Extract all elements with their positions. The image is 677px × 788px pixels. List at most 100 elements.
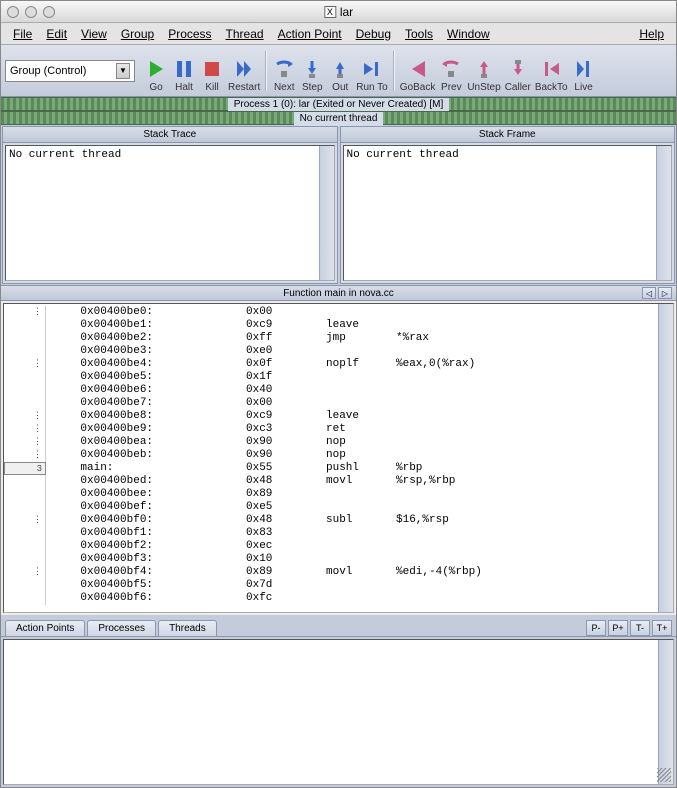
live-button[interactable]: Live [570, 48, 598, 94]
menu-group[interactable]: Group [115, 25, 160, 43]
disasm-row[interactable]: ⋮ 0x00400be9:0xc3ret [4, 423, 657, 436]
scrollbar[interactable] [656, 146, 671, 280]
mnemonic [326, 501, 396, 514]
backto-button[interactable]: BackTo [533, 48, 570, 94]
nav-prev-icon[interactable]: ◁ [642, 287, 656, 299]
gutter[interactable]: ⋮ [4, 410, 46, 423]
gutter[interactable] [4, 540, 46, 553]
opcode: 0xc9 [246, 410, 326, 423]
gutter[interactable]: ⋮ [4, 566, 46, 579]
menu-view[interactable]: View [75, 25, 113, 43]
prev-button[interactable]: Prev [437, 48, 465, 94]
p-minus-button[interactable]: P- [586, 620, 606, 636]
gutter[interactable] [4, 319, 46, 332]
menu-action-point[interactable]: Action Point [272, 25, 348, 43]
disasm-row[interactable]: ⋮ 0x00400beb:0x90nop [4, 449, 657, 462]
menu-tools[interactable]: Tools [399, 25, 439, 43]
disasm-row[interactable]: 0x00400bee:0x89 [4, 488, 657, 501]
gutter[interactable] [4, 475, 46, 488]
gutter[interactable] [4, 579, 46, 592]
mnemonic: subl [326, 514, 396, 527]
go-button[interactable]: Go [142, 48, 170, 94]
resize-grip-icon[interactable] [657, 768, 671, 782]
gutter[interactable] [4, 345, 46, 358]
gutter[interactable]: ⋮ [4, 514, 46, 527]
scrollbar[interactable] [319, 146, 334, 280]
gutter[interactable] [4, 527, 46, 540]
tab-processes[interactable]: Processes [87, 620, 156, 636]
menu-file[interactable]: File [7, 25, 38, 43]
gutter[interactable] [4, 397, 46, 410]
zoom-window-button[interactable] [43, 6, 55, 18]
disasm-row[interactable]: 0x00400bef:0xe5 [4, 501, 657, 514]
disasm-row[interactable]: 0x00400be1:0xc9leave [4, 319, 657, 332]
gutter[interactable] [4, 553, 46, 566]
tab-action-points[interactable]: Action Points [5, 620, 85, 636]
p-plus-button[interactable]: P+ [608, 620, 628, 636]
disasm-row[interactable]: 0x00400be6:0x40 [4, 384, 657, 397]
gutter[interactable] [4, 332, 46, 345]
caller-button[interactable]: Caller [503, 48, 533, 94]
unstep-button[interactable]: UnStep [465, 48, 502, 94]
disasm-row[interactable]: 0x00400bed:0x48movl%rsp,%rbp [4, 475, 657, 488]
gutter[interactable] [4, 592, 46, 605]
disasm-row[interactable]: 0x00400bf6:0xfc [4, 592, 657, 605]
toolbar-label: Step [302, 82, 323, 93]
disasm-row[interactable]: ⋮ 0x00400bf0:0x48subl$16,%rsp [4, 514, 657, 527]
disasm-row[interactable]: 0x00400bf2:0xec [4, 540, 657, 553]
disasm-row[interactable]: 0x00400be3:0xe0 [4, 345, 657, 358]
out-button[interactable]: Out [326, 48, 354, 94]
gutter[interactable]: ⋮ [4, 306, 46, 319]
gutter[interactable]: ⋮ [4, 358, 46, 371]
disasm-row[interactable]: 3 main:0x55pushl%rbp [4, 462, 657, 475]
gutter[interactable]: 3 [4, 462, 46, 475]
disasm-row[interactable]: 0x00400be2:0xffjmp*%rax [4, 332, 657, 345]
t-minus-button[interactable]: T- [630, 620, 650, 636]
minimize-window-button[interactable] [25, 6, 37, 18]
gutter[interactable] [4, 371, 46, 384]
disasm-row[interactable]: ⋮ 0x00400bea:0x90nop [4, 436, 657, 449]
disasm-row[interactable]: 0x00400bf5:0x7d [4, 579, 657, 592]
disasm-row[interactable]: 0x00400bf3:0x10 [4, 553, 657, 566]
t-plus-button[interactable]: T+ [652, 620, 672, 636]
step-button[interactable]: Step [298, 48, 326, 94]
disasm-row[interactable]: ⋮ 0x00400be4:0x0fnoplf%eax,0(%rax) [4, 358, 657, 371]
next-button[interactable]: Next [270, 48, 298, 94]
menu-help[interactable]: Help [633, 25, 670, 43]
close-window-button[interactable] [7, 6, 19, 18]
stack-frame-header: Stack Frame [341, 127, 675, 143]
gutter[interactable] [4, 384, 46, 397]
gutter[interactable] [4, 501, 46, 514]
scrollbar[interactable] [658, 640, 673, 784]
menu-edit[interactable]: Edit [40, 25, 73, 43]
address: 0x00400bed: [46, 475, 246, 488]
disasm-row[interactable]: ⋮ 0x00400be8:0xc9leave [4, 410, 657, 423]
disassembly-view[interactable]: ⋮ 0x00400be0:0x00 0x00400be1:0xc9leave 0… [3, 303, 674, 613]
goback-button[interactable]: GoBack [398, 48, 438, 94]
disasm-row[interactable]: 0x00400be5:0x1f [4, 371, 657, 384]
menu-process[interactable]: Process [162, 25, 217, 43]
halt-button[interactable]: Halt [170, 48, 198, 94]
gutter[interactable]: ⋮ [4, 449, 46, 462]
disasm-row[interactable]: ⋮ 0x00400be0:0x00 [4, 306, 657, 319]
bottom-body[interactable] [3, 639, 674, 785]
gutter[interactable] [4, 488, 46, 501]
scope-dropdown[interactable]: Group (Control) ▼ [5, 60, 135, 82]
menu-debug[interactable]: Debug [350, 25, 397, 43]
tab-threads[interactable]: Threads [158, 620, 217, 636]
stack-trace-body[interactable]: No current thread [5, 145, 335, 281]
operands: *%rax [396, 332, 657, 345]
scrollbar[interactable] [658, 304, 673, 612]
gutter[interactable]: ⋮ [4, 436, 46, 449]
stack-frame-body[interactable]: No current thread [343, 145, 673, 281]
run-to-button[interactable]: Run To [354, 48, 390, 94]
disasm-row[interactable]: ⋮ 0x00400bf4:0x89movl%edi,-4(%rbp) [4, 566, 657, 579]
gutter[interactable]: ⋮ [4, 423, 46, 436]
menu-window[interactable]: Window [441, 25, 496, 43]
kill-button[interactable]: Kill [198, 48, 226, 94]
disasm-row[interactable]: 0x00400be7:0x00 [4, 397, 657, 410]
menu-thread[interactable]: Thread [220, 25, 270, 43]
nav-next-icon[interactable]: ▷ [658, 287, 672, 299]
restart-button[interactable]: Restart [226, 48, 262, 94]
disasm-row[interactable]: 0x00400bf1:0x83 [4, 527, 657, 540]
